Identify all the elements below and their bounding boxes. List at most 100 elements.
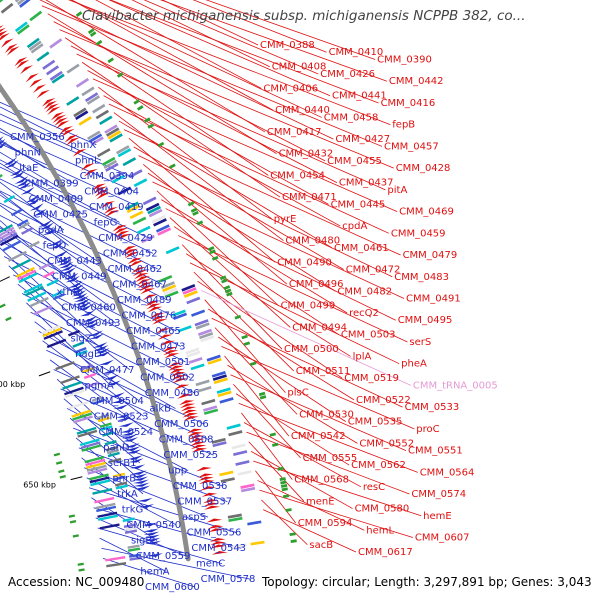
gene-label[interactable]: pgmA xyxy=(84,380,113,391)
gene-label[interactable]: CMM_0416 xyxy=(381,98,436,109)
gene-label[interactable]: CMM_0503 xyxy=(341,330,396,341)
gene-label[interactable]: CMM_0496 xyxy=(289,279,344,290)
gene-label[interactable]: CMM_0445 xyxy=(331,199,386,210)
gene-label[interactable]: CMM_0419 xyxy=(89,202,144,213)
gene-label[interactable]: upp xyxy=(168,466,187,477)
gene-label[interactable]: CMM_0502 xyxy=(140,373,195,384)
gene-label[interactable]: CMM_0472 xyxy=(346,265,401,276)
gene-label[interactable]: CMM_0399 xyxy=(24,179,79,190)
gene-label[interactable]: aspS xyxy=(182,512,206,523)
gene-label[interactable]: fepG xyxy=(94,217,118,228)
gene-label[interactable]: CMM_0519 xyxy=(344,373,399,384)
gene-label[interactable]: CMM_0437 xyxy=(339,178,394,189)
gene-label[interactable]: CMM_0482 xyxy=(337,286,392,297)
gene-label[interactable]: pitA xyxy=(387,185,407,196)
gene-label[interactable]: CMM_0479 xyxy=(403,250,458,261)
gene-label[interactable]: CMM_0461 xyxy=(334,243,389,254)
gene-label[interactable]: CMM_0404 xyxy=(84,186,139,197)
gene-label[interactable]: CMM_0388 xyxy=(260,40,315,51)
gene-label[interactable]: CMM_0524 xyxy=(98,427,153,438)
gene-label[interactable]: CMM_0483 xyxy=(394,272,449,283)
gene-label[interactable]: CMM_0551 xyxy=(408,446,463,457)
gene-label[interactable]: CMM_0499 xyxy=(281,301,336,312)
gene-label[interactable]: CMM_0469 xyxy=(399,207,454,218)
gene-label[interactable]: CMM_0504 xyxy=(89,396,144,407)
gene-label[interactable]: phrB xyxy=(112,473,136,484)
gene-label[interactable]: CMM_0457 xyxy=(384,141,439,152)
gene-label[interactable]: CMM_0442 xyxy=(389,76,444,87)
gene-label[interactable]: proC xyxy=(416,424,439,435)
gene-label[interactable]: CMM_0427 xyxy=(335,134,390,145)
gene-label[interactable]: hemL xyxy=(366,525,394,536)
gene-label[interactable]: CMM_0522 xyxy=(356,395,411,406)
gene-label[interactable]: CMM_0556 xyxy=(187,528,242,539)
gene-label[interactable]: CMM_0607 xyxy=(415,533,470,544)
gene-label[interactable]: CMM_0426 xyxy=(320,69,375,80)
gene-label[interactable]: CMM_0559 xyxy=(136,551,191,562)
gene-label[interactable]: padA xyxy=(38,225,64,236)
gene-label[interactable]: CMM_0533 xyxy=(405,402,460,413)
gene-label[interactable]: CMM_0477 xyxy=(80,365,135,376)
gene-label[interactable]: phnX xyxy=(70,140,96,151)
gene-label[interactable]: alkB xyxy=(149,404,171,415)
gene-label[interactable]: CMM_0428 xyxy=(396,163,451,174)
gene-label[interactable]: sigZ xyxy=(71,334,92,345)
gene-label[interactable]: CMM_0508 xyxy=(159,435,214,446)
gene-label[interactable]: CMM_0495 xyxy=(398,315,453,326)
gene-label[interactable]: nagD xyxy=(75,349,102,360)
gene-label[interactable]: CMM_0459 xyxy=(391,228,446,239)
gene-label[interactable]: CMM_0440 xyxy=(275,105,330,116)
gene-label[interactable]: CMM_0555 xyxy=(303,453,358,464)
gene-label[interactable]: serS xyxy=(409,337,431,348)
gene-label[interactable]: CMM_0429 xyxy=(98,233,153,244)
gene-label[interactable]: fepD xyxy=(43,241,67,252)
gene-label[interactable]: CMM_0542 xyxy=(291,431,346,442)
gene-label[interactable]: CMM_0562 xyxy=(351,460,406,471)
gene-label[interactable]: CMM_0454 xyxy=(270,170,325,181)
gene-label[interactable]: CMM_0525 xyxy=(163,450,218,461)
gene-label[interactable]: CMM_0490 xyxy=(277,257,332,268)
gene-label[interactable]: CMM_0540 xyxy=(126,520,181,531)
gene-label[interactable]: CMM_0506 xyxy=(154,419,209,430)
gene-label[interactable]: CMM_0486 xyxy=(145,388,200,399)
gene-label[interactable]: CMM_0460 xyxy=(61,303,116,314)
gene-label[interactable]: CMM_0552 xyxy=(359,438,414,449)
gene-label[interactable]: CMM_0564 xyxy=(420,467,475,478)
gene-label[interactable]: CMM_0417 xyxy=(267,127,322,138)
gene-label[interactable]: CMM_0409 xyxy=(29,194,84,205)
gene-label[interactable]: CMM_tRNA_0005 xyxy=(413,380,498,391)
gene-label[interactable]: trkG xyxy=(122,504,144,515)
gene-label[interactable]: CMM_0476 xyxy=(122,310,177,321)
gene-label[interactable]: recQ2 xyxy=(349,308,379,319)
gene-label[interactable]: CMM_0580 xyxy=(355,504,410,515)
gene-label[interactable]: CMM_0410 xyxy=(329,47,384,58)
gene-label[interactable]: trkA xyxy=(117,489,138,500)
gene-label[interactable]: CMM_0473 xyxy=(131,341,186,352)
gene-label[interactable]: CMM_0578 xyxy=(201,574,256,585)
gene-label[interactable]: CMM_0511 xyxy=(296,366,351,377)
gene-label[interactable]: CMM_0443 xyxy=(47,256,102,267)
gene-label[interactable]: CMM_0537 xyxy=(177,497,232,508)
gene-label[interactable]: serB1 xyxy=(108,458,137,469)
gene-label[interactable]: CMM_0458 xyxy=(324,112,379,123)
gene-label[interactable]: CMM_0493 xyxy=(66,318,121,329)
gene-label[interactable]: CMM_0356 xyxy=(10,132,65,143)
gene-label[interactable]: menE xyxy=(306,496,335,507)
gene-label[interactable]: menC xyxy=(196,559,225,570)
gene-label[interactable]: CMM_0390 xyxy=(377,54,432,65)
gene-label[interactable]: phnN xyxy=(15,148,42,159)
gene-label[interactable]: CMM_0462 xyxy=(108,264,163,275)
gene-label[interactable]: pyrE xyxy=(274,214,297,225)
gene-label[interactable]: panD xyxy=(103,442,130,453)
gene-label[interactable]: CMM_0535 xyxy=(348,417,403,428)
gene-label[interactable]: CMM_0494 xyxy=(292,322,347,333)
gene-label[interactable]: CMM_0501 xyxy=(136,357,191,368)
gene-label[interactable]: xthB xyxy=(57,287,80,298)
gene-label[interactable]: CMM_0617 xyxy=(358,547,413,558)
gene-label[interactable]: CMM_0543 xyxy=(191,543,246,554)
gene-label[interactable]: plsC xyxy=(287,388,308,399)
gene-label[interactable]: CMM_0406 xyxy=(263,83,318,94)
gene-label[interactable]: CMM_0594 xyxy=(298,518,353,529)
gene-label[interactable]: CMM_0523 xyxy=(94,411,149,422)
gene-label[interactable]: CMM_0500 xyxy=(284,344,339,355)
